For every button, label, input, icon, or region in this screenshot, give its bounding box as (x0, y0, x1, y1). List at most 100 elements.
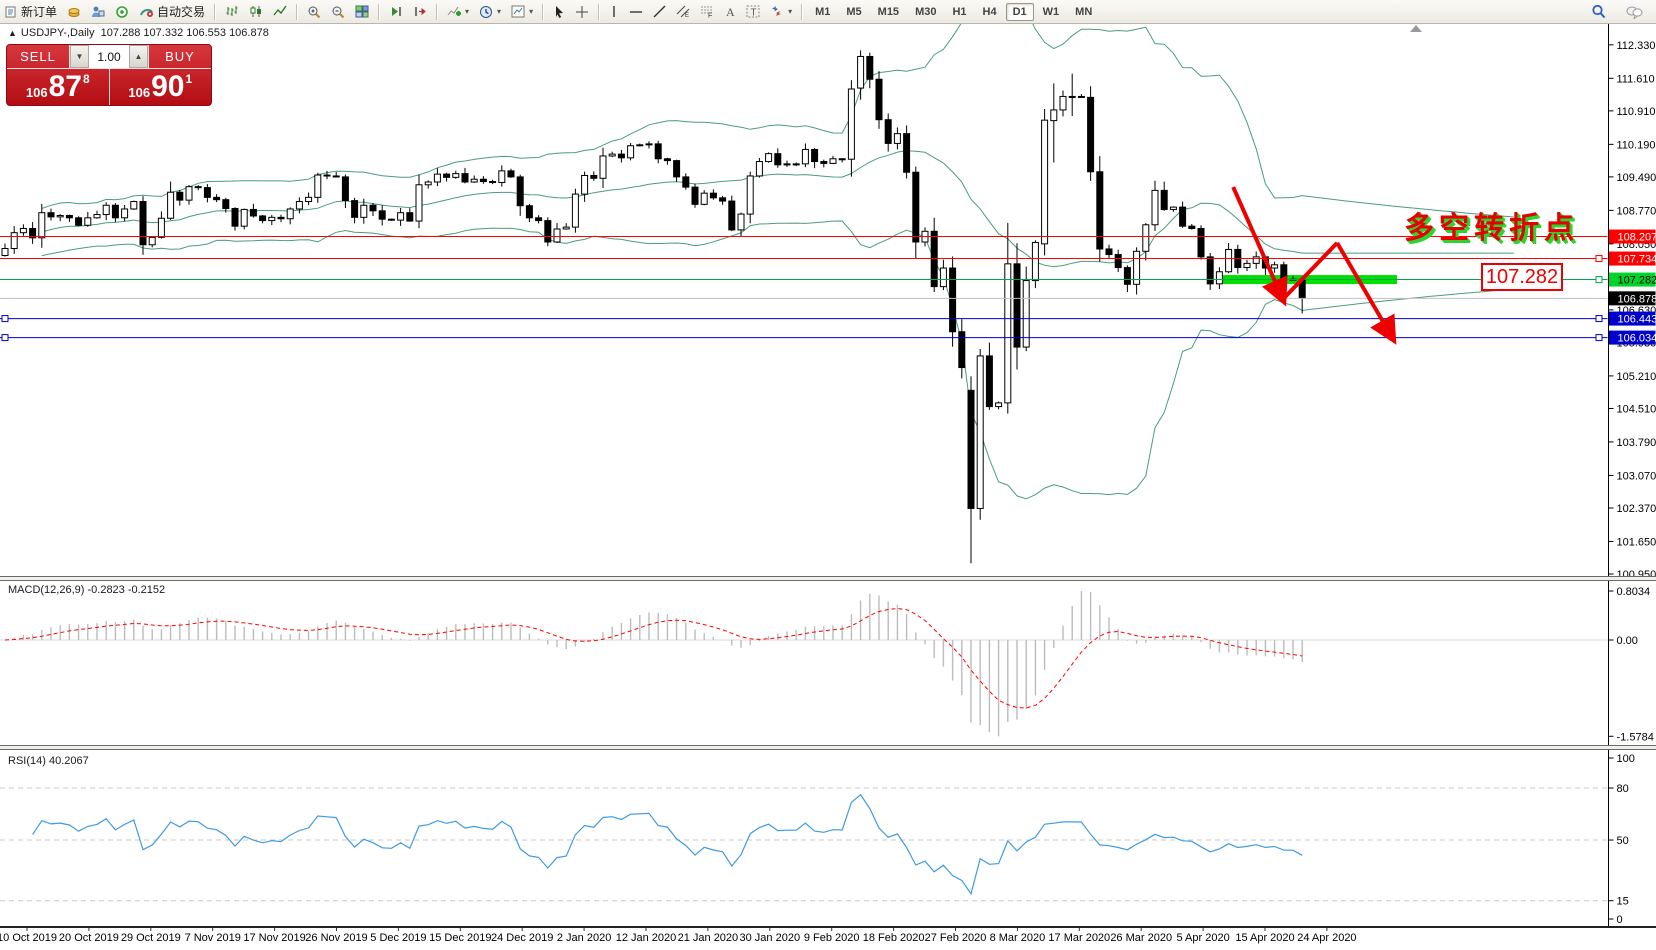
search-button[interactable] (1586, 0, 1611, 24)
fibonacci-button[interactable]: F (695, 0, 719, 24)
date-label: 15 Apr 2020 (1235, 932, 1294, 944)
timeframe-d1-button[interactable]: D1 (1005, 2, 1034, 21)
timeframe-h1-button[interactable]: H1 (952, 5, 967, 18)
date-label: 17 Nov 2019 (243, 932, 305, 944)
sell-price[interactable]: 106 87 8 (7, 69, 110, 105)
turning-point-annotation[interactable]: 多空转折点 (1404, 212, 1579, 245)
date-label: 12 Jan 2020 (616, 932, 677, 944)
svg-text:104.510: 104.510 (1617, 403, 1656, 415)
auto-scroll-button[interactable] (384, 0, 408, 24)
svg-text:E: E (685, 13, 689, 18)
line-handle[interactable] (1595, 276, 1603, 284)
svg-text:106.878: 106.878 (1618, 293, 1656, 305)
pane-divider[interactable] (0, 576, 1656, 581)
svg-text:108.207: 108.207 (1618, 232, 1656, 244)
price-badge (1609, 229, 1656, 244)
toolbar-separator (378, 3, 381, 20)
line-handle[interactable] (1595, 334, 1603, 342)
buy-button[interactable]: BUY (148, 45, 211, 68)
price-box-annotation[interactable]: 107.282 (1481, 263, 1563, 291)
chart-shift-marker-icon[interactable] (1410, 25, 1422, 32)
periods-button[interactable]: ▾ (474, 0, 506, 24)
trendline-button[interactable] (648, 0, 671, 24)
zoom-in-button[interactable] (302, 0, 326, 24)
volume-decrease-button[interactable]: ▼ (70, 45, 89, 68)
svg-text:105.210: 105.210 (1617, 371, 1656, 383)
rsi-value: 40.2067 (48, 755, 89, 767)
volume-input[interactable] (89, 45, 129, 68)
timeframe-m1-button[interactable]: M1 (815, 5, 831, 18)
horizontal-line-button[interactable] (624, 0, 648, 24)
price-badge (1609, 330, 1656, 345)
svg-text:110.910: 110.910 (1617, 106, 1656, 118)
date-axis: 10 Oct 2019 20 Oct 2019 29 Oct 2019 7 Nov 2… (0, 928, 1357, 944)
svg-text:80: 80 (1617, 783, 1629, 795)
line-chart-button[interactable] (268, 0, 292, 24)
timeframe-m15-button[interactable]: M15 (877, 5, 900, 18)
pane-divider[interactable] (0, 745, 1656, 750)
timeframe-mn-button[interactable]: MN (1075, 5, 1093, 18)
price-badge (1609, 311, 1656, 326)
chat-button[interactable] (1621, 0, 1648, 24)
svg-text:108.770: 108.770 (1617, 205, 1656, 217)
indicators-button[interactable]: ▾ (442, 0, 474, 24)
crosshair-button[interactable] (570, 0, 594, 24)
timeframe-m30-button[interactable]: M30 (915, 5, 937, 18)
symbol-period-label: USDJPY-,Daily (20, 27, 95, 39)
horizontal-line-objects[interactable] (0, 236, 1608, 342)
date-label: 17 Mar 2020 (1048, 932, 1110, 944)
date-label: 27 Feb 2020 (925, 932, 987, 944)
sell-price-prefix: 106 (25, 85, 48, 100)
strategy-button[interactable] (110, 0, 134, 24)
toolbar-separator (598, 3, 601, 20)
new-order-button[interactable]: 新订单 (0, 0, 62, 24)
date-label: 26 Nov 2019 (305, 932, 367, 944)
svg-text:A: A (726, 5, 735, 18)
bar-chart-button[interactable] (220, 0, 244, 24)
cursor-button[interactable] (548, 0, 570, 24)
toolbar-separator (542, 3, 545, 20)
timeframe-h4-button[interactable]: H4 (982, 5, 997, 18)
vertical-line-button[interactable] (604, 0, 624, 24)
svg-text:100: 100 (1617, 753, 1635, 765)
svg-text:106.443: 106.443 (1618, 314, 1656, 326)
date-label: 7 Nov 2019 (185, 932, 241, 944)
auto-trading-button[interactable]: 自动交易 (134, 0, 210, 24)
buy-price-sup: 1 (185, 72, 193, 86)
date-label: 24 Dec 2019 (491, 932, 553, 944)
text-button[interactable]: A (719, 0, 741, 24)
date-label: 9 Feb 2020 (804, 932, 860, 944)
ohlc-values: 107.288 107.332 106.553 106.878 (100, 27, 269, 39)
candlestick-chart-button[interactable] (244, 0, 268, 24)
toolbar-separator (214, 3, 217, 20)
equidistant-channel-button[interactable]: E (671, 0, 695, 24)
templates-button[interactable]: ▾ (506, 0, 538, 24)
svg-text:0.8034: 0.8034 (1617, 586, 1651, 598)
trend-arrow-annotations[interactable] (1231, 186, 1397, 345)
macd-label: MACD(12,26,9) -0.2823 -0.2152 (8, 584, 166, 596)
zoom-out-button[interactable] (326, 0, 350, 24)
timeframe-m5-button[interactable]: M5 (846, 5, 862, 18)
volume-increase-button[interactable]: ▲ (129, 45, 148, 68)
tile-windows-button[interactable] (350, 0, 374, 24)
sell-button[interactable]: SELL (7, 45, 70, 68)
toolbar-separator (296, 3, 299, 20)
buy-price[interactable]: 106 90 1 (110, 69, 212, 105)
timeframe-w1-button[interactable]: W1 (1042, 5, 1060, 18)
date-label: 18 Feb 2020 (863, 932, 925, 944)
chart-shift-button[interactable] (408, 0, 432, 24)
date-label: 15 Dec 2019 (429, 932, 491, 944)
macd-pane: 0.8034 0.00 -1.5784 (0, 586, 1654, 743)
svg-text:F: F (708, 13, 712, 19)
line-handle[interactable] (1595, 315, 1603, 323)
text-label-button[interactable]: T (741, 0, 765, 24)
line-handle[interactable] (1, 315, 9, 323)
line-handle[interactable] (1595, 255, 1603, 263)
collapse-arrow-icon[interactable]: ▲ (8, 28, 17, 38)
line-handle[interactable] (1, 334, 9, 342)
arrows-button[interactable]: ▾ (765, 0, 797, 24)
market-watch-button[interactable] (62, 0, 86, 24)
date-label: 30 Jan 2020 (740, 932, 801, 944)
navigator-button[interactable] (86, 0, 110, 24)
